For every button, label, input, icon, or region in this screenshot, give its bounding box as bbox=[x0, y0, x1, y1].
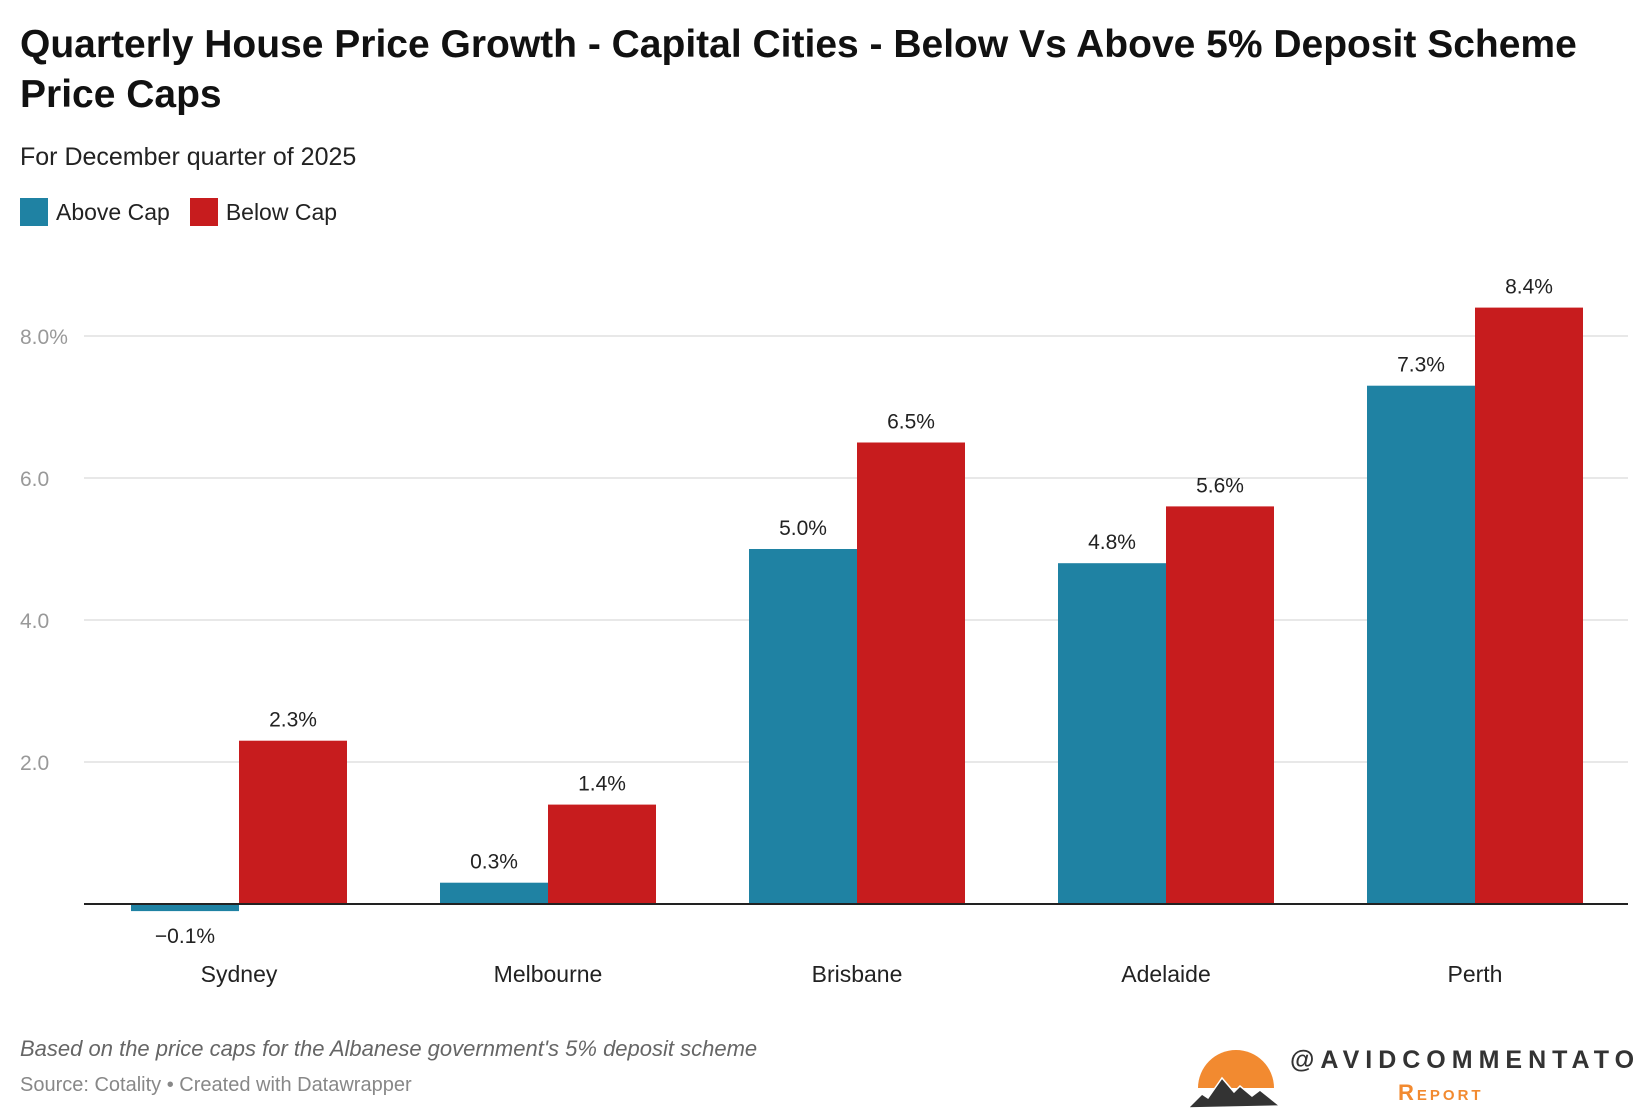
bar-above-cap bbox=[1058, 563, 1166, 904]
bar-chart: 2.0 4.0 6.0 8.0% −0.1% 2.3% Sydney 0.3% 1.4% Melb… bbox=[20, 276, 1628, 987]
data-label: 7.3% bbox=[1397, 354, 1445, 377]
source-line: Source: Cotality • Created with Datawrap… bbox=[20, 1074, 412, 1096]
footnote: Based on the price caps for the Albanese… bbox=[20, 1036, 758, 1061]
data-label: 0.3% bbox=[470, 851, 518, 874]
data-label: 6.5% bbox=[887, 411, 935, 434]
x-tick-label: Brisbane bbox=[812, 961, 903, 987]
bar-above-cap bbox=[1367, 385, 1475, 904]
y-tick-label: 8.0% bbox=[20, 326, 68, 349]
legend-label-below: Below Cap bbox=[225, 198, 338, 225]
legend-label-above: Above Cap bbox=[56, 198, 170, 225]
data-label: 8.4% bbox=[1505, 276, 1553, 299]
legend: Above Cap Below Cap bbox=[20, 198, 337, 226]
mountain-sun-icon bbox=[1188, 1050, 1283, 1109]
bar-above-cap bbox=[440, 882, 548, 904]
legend-swatch-below bbox=[189, 198, 218, 226]
bar-below-cap bbox=[1475, 307, 1583, 905]
bar-below-cap bbox=[857, 442, 965, 904]
legend-swatch-above bbox=[20, 198, 48, 226]
bar-above-cap bbox=[749, 549, 857, 904]
bar-below-cap bbox=[548, 804, 656, 904]
logo-sub: Report bbox=[1398, 1080, 1484, 1105]
data-label: 4.8% bbox=[1088, 531, 1136, 554]
legend-item-below: Below Cap bbox=[189, 198, 338, 226]
data-label: 1.4% bbox=[578, 773, 626, 796]
bar-below-cap bbox=[239, 740, 347, 904]
bar-above-cap bbox=[131, 904, 239, 912]
bar-below-cap bbox=[1166, 506, 1274, 904]
x-tick-label: Sydney bbox=[201, 961, 278, 987]
chart-title: Quarterly House Price Growth - Capital C… bbox=[20, 23, 1577, 116]
data-label: 5.6% bbox=[1196, 474, 1244, 497]
data-label: −0.1% bbox=[155, 925, 215, 948]
y-tick-label: 4.0 bbox=[20, 610, 49, 633]
chart-subtitle: For December quarter of 2025 bbox=[20, 143, 357, 171]
brand-logo: @AVIDCOMMENTATOR Report bbox=[1188, 1040, 1640, 1110]
legend-item-above: Above Cap bbox=[20, 198, 170, 226]
data-label: 5.0% bbox=[779, 517, 827, 540]
y-tick-label: 2.0 bbox=[20, 752, 49, 775]
logo-handle: @AVIDCOMMENTATOR bbox=[1290, 1046, 1640, 1074]
x-tick-label: Perth bbox=[1448, 961, 1503, 987]
data-label: 2.3% bbox=[269, 709, 317, 732]
y-tick-label: 6.0 bbox=[20, 468, 49, 491]
x-tick-label: Adelaide bbox=[1121, 961, 1211, 987]
x-tick-label: Melbourne bbox=[494, 961, 603, 987]
